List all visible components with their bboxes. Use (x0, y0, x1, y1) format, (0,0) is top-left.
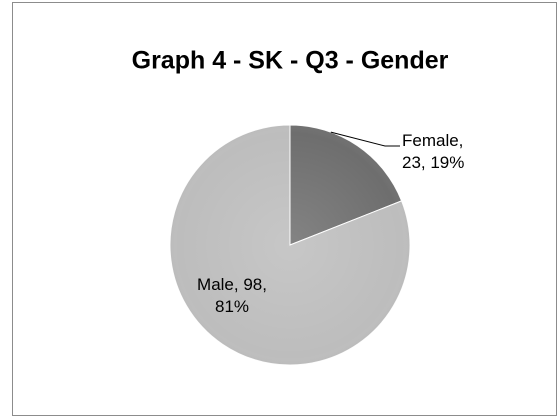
chart-title: Graph 4 - SK - Q3 - Gender (132, 47, 449, 75)
slice-label: Male, 98, 81% (197, 275, 267, 316)
slice-label: Female, 23, 19% (402, 131, 465, 172)
